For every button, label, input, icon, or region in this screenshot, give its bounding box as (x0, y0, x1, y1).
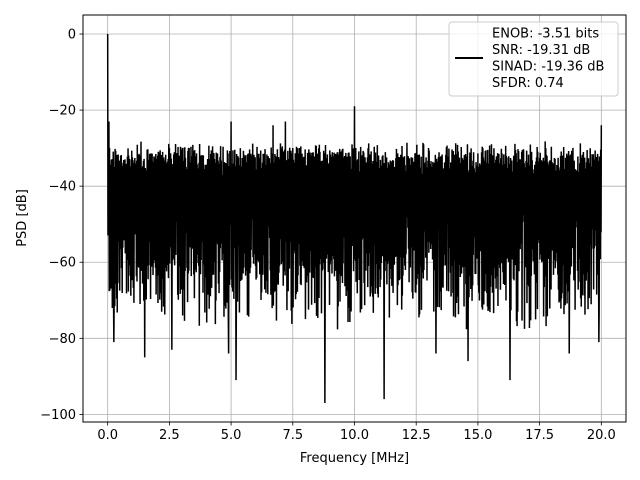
legend-entry-enob: ENOB: -3.51 bits (492, 27, 599, 42)
legend: ENOB: -3.51 bits SNR: -19.31 dB SINAD: -… (448, 21, 619, 97)
psd-trace (106, 34, 603, 403)
x-axis-label: Frequency [MHz] (300, 451, 409, 466)
x-tick-label: 2.5 (159, 428, 180, 443)
x-tick-label: 0.0 (97, 428, 118, 443)
y-tick-label: −40 (49, 180, 76, 195)
x-tick-label: 12.5 (402, 428, 431, 443)
y-tick-label: −60 (49, 256, 76, 271)
y-tick-label: −80 (49, 332, 76, 347)
legend-entry-snr: SNR: -19.31 dB (492, 43, 590, 58)
x-tick-label: 7.5 (282, 428, 303, 443)
y-tick-label: −20 (49, 104, 76, 119)
x-tick-label: 15.0 (463, 428, 492, 443)
x-tick-label: 5.0 (221, 428, 242, 443)
legend-entry-sfdr: SFDR: 0.74 (492, 76, 564, 91)
psd-trace-group (106, 34, 603, 403)
x-axis-ticks: 0.0 2.5 5.0 7.5 10.0 12.5 15.0 17.5 20.0 (97, 422, 616, 443)
x-tick-label: 10.0 (340, 428, 369, 443)
y-axis-label: PSD [dB] (15, 189, 30, 247)
x-tick-label: 17.5 (525, 428, 554, 443)
y-tick-label: 0 (68, 28, 76, 43)
y-axis-ticks: 0 −20 −40 −60 −80 −100 (40, 28, 83, 423)
x-tick-label: 20.0 (587, 428, 616, 443)
legend-box (448, 21, 619, 97)
y-tick-label: −100 (40, 408, 76, 423)
legend-entry-sinad: SINAD: -19.36 dB (492, 60, 604, 75)
